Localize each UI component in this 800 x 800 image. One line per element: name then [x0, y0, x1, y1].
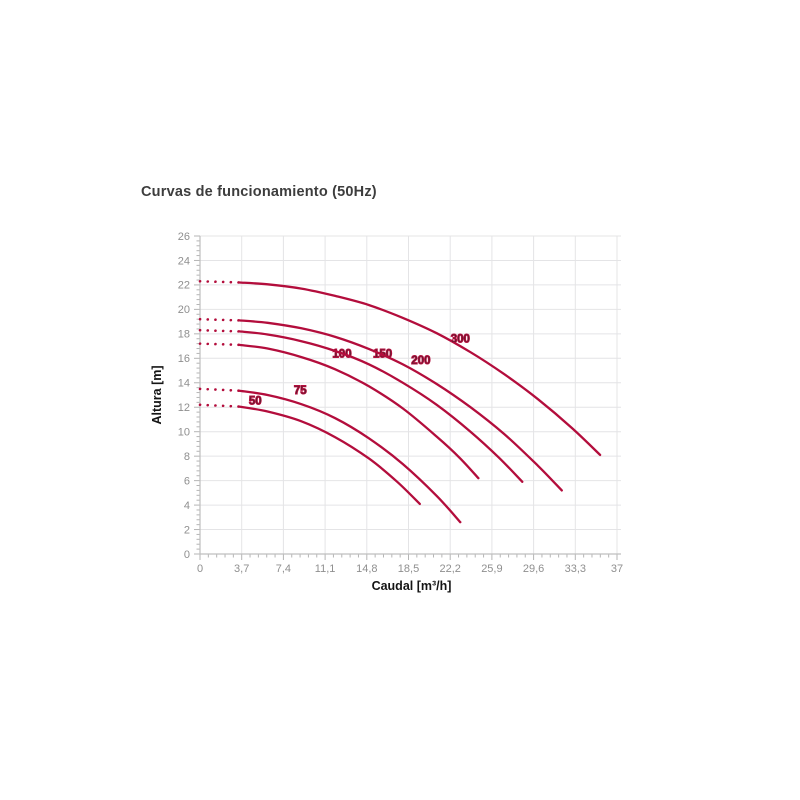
pump-curve-200: 200: [198, 317, 563, 492]
curve-line: [238, 281, 602, 457]
curve-line: [238, 343, 480, 480]
y-tick-label: 20: [178, 304, 190, 316]
y-tick-label: 18: [178, 329, 190, 341]
y-tick-label: 0: [184, 549, 190, 561]
y-tick-label: 24: [178, 255, 190, 267]
y-axis-title: Altura [m]: [150, 365, 164, 424]
curve-line: [238, 319, 563, 492]
y-tick-label: 10: [178, 426, 190, 438]
curve-dotted-start: [198, 387, 241, 393]
y-tick-label: 4: [184, 500, 190, 512]
x-tick-label: 0: [197, 563, 203, 575]
curve-label: 300: [451, 334, 470, 346]
y-tick-label: 6: [184, 475, 190, 487]
pump-curve-300: 300: [198, 279, 602, 457]
curve-line: [238, 405, 421, 506]
x-tick-label: 7,4: [276, 563, 291, 575]
x-tick-label: 22,2: [439, 563, 460, 575]
x-tick-label: 18,5: [398, 563, 419, 575]
y-tick-label: 14: [178, 378, 190, 390]
x-tick-label: 29,6: [523, 563, 544, 575]
major-ticks: [194, 235, 618, 560]
y-tick-label: 16: [178, 353, 190, 365]
curve-dotted-start: [198, 342, 241, 347]
x-axis-title: Caudal [m³/h]: [372, 579, 452, 593]
axes: [199, 236, 621, 555]
chart-title: Curvas de funcionamiento (50Hz): [141, 184, 377, 200]
axis-lines: [199, 236, 621, 555]
curve-label: 50: [249, 396, 262, 408]
curve-dotted-start: [198, 403, 241, 408]
y-tick-label: 22: [178, 280, 190, 292]
y-tick-label: 26: [178, 231, 190, 243]
curve-dotted-start: [198, 317, 241, 322]
x-tick-label: 33,3: [565, 563, 586, 575]
curve-line: [238, 330, 524, 483]
curve-line: [238, 389, 462, 524]
y-tick-label: 8: [184, 451, 190, 463]
x-tick-label: 14,8: [356, 563, 377, 575]
x-tick-label: 25,9: [481, 563, 502, 575]
x-tick-label: 11,1: [315, 563, 336, 575]
x-tick-label: 3,7: [234, 563, 249, 575]
curve-label: 200: [411, 355, 430, 367]
x-tick-label: 37: [611, 563, 623, 575]
curve-dotted-start: [198, 328, 241, 333]
pump-performance-chart: Curvas de funcionamiento (50Hz) 0 3,7 7,4 1…: [140, 180, 660, 620]
curve-label: 75: [294, 385, 307, 397]
chart-plot-area: 0 3,7 7,4 11,1 14,8 18,5 22,2 25,9 29,6 33,3 37024…: [150, 231, 623, 593]
pump-curve-50: 50: [198, 395, 421, 506]
y-tick-label: 2: [184, 524, 190, 536]
y-tick-label: 12: [178, 402, 190, 414]
curve-dotted-start: [198, 279, 241, 284]
pump-curve-75: 75: [198, 385, 462, 524]
tick-labels: 0 3,7 7,4 11,1 14,8 18,5 22,2 25,9 29,6 33,3 37024…: [178, 231, 623, 575]
